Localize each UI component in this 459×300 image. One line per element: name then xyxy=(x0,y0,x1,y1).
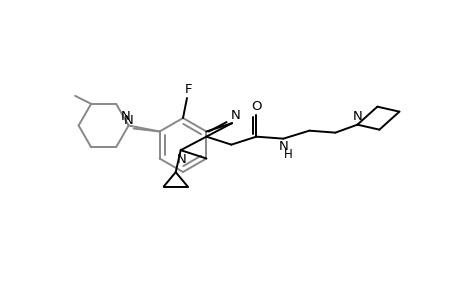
Text: N: N xyxy=(123,114,133,127)
Text: N: N xyxy=(120,110,130,123)
Text: H: H xyxy=(283,148,292,161)
Text: N: N xyxy=(352,110,362,123)
Text: N: N xyxy=(231,109,241,122)
Text: N: N xyxy=(176,153,186,166)
Text: O: O xyxy=(251,100,261,113)
Text: N: N xyxy=(278,140,288,153)
Text: F: F xyxy=(185,82,192,95)
